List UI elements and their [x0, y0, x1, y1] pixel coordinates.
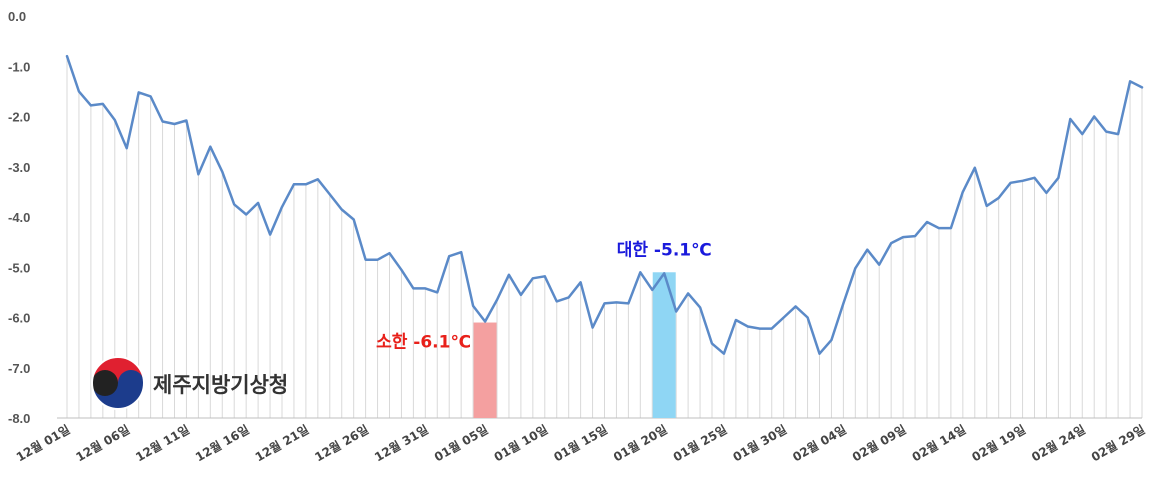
y-axis-tick-labels: 0.0 -1.0 -2.0 -3.0 -4.0 -5.0 -6.0 -7.0 -8.0 — [8, 9, 30, 426]
x-tick-label: 02월 24일 — [1029, 422, 1088, 465]
y-tick-label: -5.0 — [8, 260, 30, 275]
x-tick-label: 12월 01일 — [13, 422, 72, 465]
y-tick-label: -1.0 — [8, 59, 30, 74]
annotation-labels: 소한 -6.1℃ 대한 -5.1℃ — [376, 240, 712, 352]
y-tick-label: 0.0 — [8, 9, 26, 24]
logo-text: 제주지방기상청 — [153, 373, 288, 397]
x-axis-tick-labels: 12월 01일 12월 06일 12월 11일 12월 16일 12월 21일 12월 2… — [13, 422, 1147, 465]
x-tick-label: 01월 25일 — [670, 422, 729, 465]
y-tick-label: -6.0 — [8, 311, 30, 326]
y-tick-label: -8.0 — [8, 411, 30, 426]
y-tick-label: -7.0 — [8, 361, 30, 376]
x-tick-label: 12월 31일 — [372, 422, 431, 465]
kma-jeju-logo: 제주지방기상청 — [91, 356, 288, 410]
x-tick-label: 02월 29일 — [1088, 422, 1147, 465]
x-tick-label: 02월 04일 — [790, 422, 849, 465]
x-tick-label: 02월 14일 — [909, 422, 968, 465]
annotation-label-daehan: 대한 -5.1℃ — [617, 240, 712, 260]
x-tick-label: 01월 10일 — [491, 422, 550, 465]
y-tick-label: -4.0 — [8, 210, 30, 225]
x-tick-label: 01월 15일 — [551, 422, 610, 465]
x-tick-label: 02월 19일 — [969, 422, 1028, 465]
series-line-group — [65, 54, 1144, 355]
x-tick-label: 01월 05일 — [431, 422, 490, 465]
x-tick-label: 02월 09일 — [849, 422, 908, 465]
x-tick-label: 12월 16일 — [192, 422, 251, 465]
annotation-bar — [473, 322, 497, 418]
x-tick-label: 12월 06일 — [73, 422, 132, 465]
vertical-gridlines — [57, 56, 1143, 419]
taegeuk-emblem-icon — [91, 356, 145, 410]
x-tick-label: 12월 21일 — [252, 422, 311, 465]
x-tick-label: 01월 30일 — [730, 422, 789, 465]
annotation-bars — [473, 272, 676, 418]
annotation-label-sohan: 소한 -6.1℃ — [376, 333, 471, 353]
x-tick-label: 12월 11일 — [133, 422, 192, 465]
x-tick-label: 12월 26일 — [312, 422, 371, 465]
series-line — [65, 54, 1144, 355]
x-tick-label: 01월 20일 — [611, 422, 670, 465]
annotation-bar — [652, 272, 676, 418]
y-tick-label: -2.0 — [8, 110, 30, 125]
y-tick-label: -3.0 — [8, 160, 30, 175]
